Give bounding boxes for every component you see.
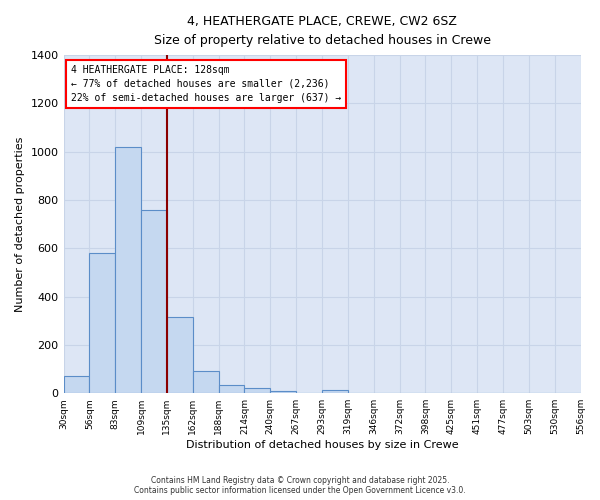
X-axis label: Distribution of detached houses by size in Crewe: Distribution of detached houses by size …	[186, 440, 458, 450]
Bar	[271, 391, 296, 393]
Bar	[244, 388, 271, 393]
Bar	[141, 210, 167, 393]
Title: 4, HEATHERGATE PLACE, CREWE, CW2 6SZ
Size of property relative to detached house: 4, HEATHERGATE PLACE, CREWE, CW2 6SZ Siz…	[154, 15, 491, 47]
Bar	[115, 147, 141, 393]
Text: 4 HEATHERGATE PLACE: 128sqm
← 77% of detached houses are smaller (2,236)
22% of : 4 HEATHERGATE PLACE: 128sqm ← 77% of det…	[71, 65, 341, 103]
Bar	[64, 376, 89, 393]
Y-axis label: Number of detached properties: Number of detached properties	[15, 136, 25, 312]
Bar	[193, 372, 218, 393]
Text: Contains HM Land Registry data © Crown copyright and database right 2025.
Contai: Contains HM Land Registry data © Crown c…	[134, 476, 466, 495]
Bar	[167, 317, 193, 393]
Bar	[89, 253, 115, 393]
Bar	[322, 390, 348, 393]
Bar	[218, 385, 244, 393]
